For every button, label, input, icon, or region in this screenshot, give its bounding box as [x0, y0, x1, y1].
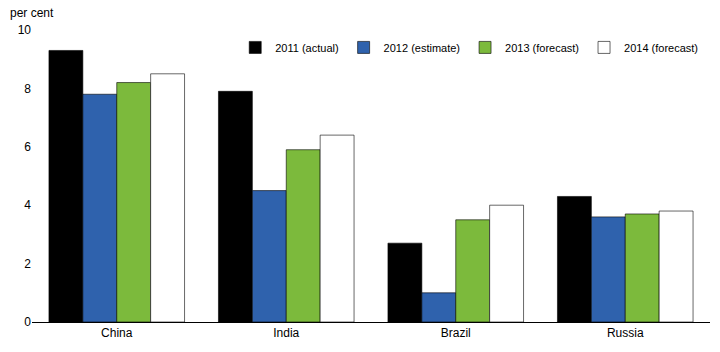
svg-text:0: 0 — [24, 315, 31, 329]
svg-text:6: 6 — [24, 140, 31, 154]
svg-text:Brazil: Brazil — [441, 326, 471, 340]
svg-text:India: India — [273, 326, 299, 340]
svg-text:2012 (estimate): 2012 (estimate) — [384, 42, 460, 54]
svg-text:per cent: per cent — [10, 6, 54, 20]
svg-text:10: 10 — [18, 23, 32, 37]
svg-text:8: 8 — [24, 82, 31, 96]
svg-text:Russia: Russia — [607, 326, 644, 340]
svg-text:2011 (actual): 2011 (actual) — [275, 42, 338, 54]
svg-text:2013 (forecast): 2013 (forecast) — [505, 42, 579, 54]
svg-text:China: China — [101, 326, 133, 340]
svg-text:2014 (forecast): 2014 (forecast) — [624, 42, 698, 54]
svg-text:4: 4 — [24, 198, 31, 212]
svg-text:2: 2 — [24, 257, 31, 271]
